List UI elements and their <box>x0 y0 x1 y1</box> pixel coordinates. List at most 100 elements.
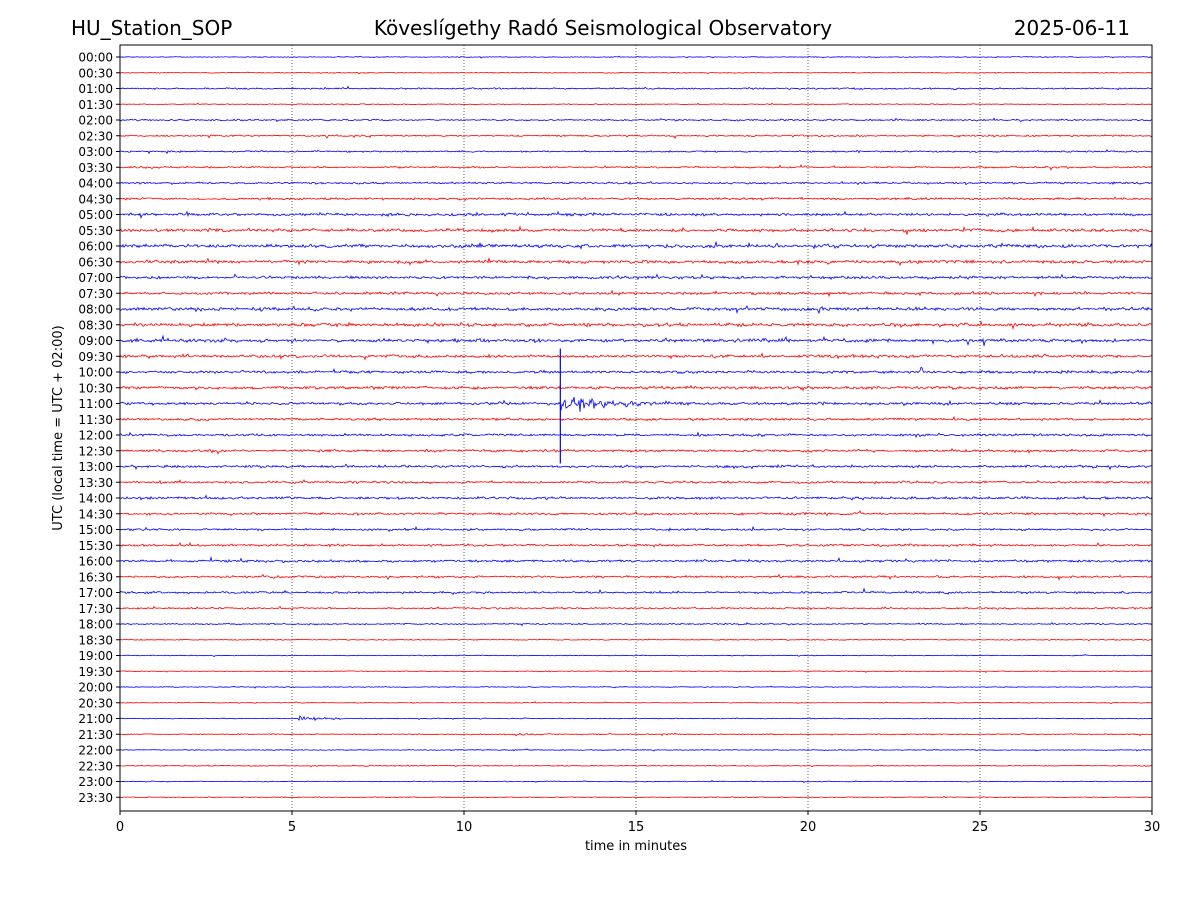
trace-0430 <box>119 196 1153 202</box>
y-tick-label: 14:00 <box>78 492 113 506</box>
trace-0630 <box>119 257 1153 267</box>
y-tick-label: 12:00 <box>78 429 113 443</box>
trace-1200 <box>119 431 1153 439</box>
trace-1630 <box>119 573 1153 581</box>
trace-0100 <box>119 85 1153 91</box>
y-tick-label: 04:00 <box>78 177 113 191</box>
trace-2030 <box>119 701 1153 705</box>
trace-0230 <box>119 133 1153 140</box>
y-tick-label: 08:30 <box>78 318 113 332</box>
y-tick-label: 06:00 <box>78 240 113 254</box>
trace-2200 <box>119 748 1153 752</box>
trace-2330 <box>119 795 1153 799</box>
y-tick-label: 18:30 <box>78 633 113 647</box>
trace-1930 <box>119 670 1153 674</box>
trace-2130 <box>119 732 1153 737</box>
y-tick-label: 02:00 <box>78 114 113 128</box>
y-tick-label: 20:00 <box>78 681 113 695</box>
y-tick-label: 17:00 <box>78 586 113 600</box>
y-tick-label: 10:30 <box>78 381 113 395</box>
trace-1030 <box>119 384 1153 392</box>
trace-1130 <box>119 416 1153 422</box>
y-tick-label: 20:30 <box>78 696 113 710</box>
x-tick-label: 0 <box>116 820 124 835</box>
trace-0400 <box>119 180 1153 186</box>
y-tick-label: 22:30 <box>78 759 113 773</box>
x-tick-label: 30 <box>1144 820 1161 835</box>
y-tick-label: 21:00 <box>78 712 113 726</box>
trace-1300 <box>119 463 1153 471</box>
x-axis-label: time in minutes <box>585 839 687 854</box>
y-tick-label: 01:30 <box>78 98 113 112</box>
trace-0200 <box>119 117 1153 123</box>
y-tick-label: 14:30 <box>78 507 113 521</box>
y-tick-label: 04:30 <box>78 192 113 206</box>
y-tick-label: 13:00 <box>78 460 113 474</box>
y-tick-label: 23:00 <box>78 775 113 789</box>
y-tick-label: 02:30 <box>78 129 113 143</box>
y-tick-label: 13:30 <box>78 476 113 490</box>
trace-0300 <box>119 149 1153 155</box>
y-tick-label: 19:00 <box>78 649 113 663</box>
x-tick-label: 5 <box>288 820 296 835</box>
x-tick-label: 15 <box>628 820 645 835</box>
x-tick-label: 25 <box>972 820 989 835</box>
y-tick-label: 23:30 <box>78 791 113 805</box>
y-tick-label: 17:30 <box>78 602 113 616</box>
trace-1900 <box>119 653 1153 658</box>
trace-1330 <box>119 479 1153 485</box>
y-tick-label: 11:30 <box>78 413 113 427</box>
y-tick-label: 12:30 <box>78 444 113 458</box>
y-tick-label: 05:30 <box>78 224 113 238</box>
trace-2100 <box>119 715 1153 722</box>
trace-1530 <box>119 541 1153 548</box>
trace-0700 <box>119 273 1153 281</box>
y-tick-label: 19:30 <box>78 665 113 679</box>
trace-2000 <box>119 685 1153 689</box>
trace-2300 <box>119 779 1153 784</box>
y-tick-label: 16:30 <box>78 570 113 584</box>
trace-0030 <box>119 71 1153 75</box>
y-tick-label: 15:00 <box>78 523 113 537</box>
y-tick-label: 00:00 <box>78 51 113 65</box>
y-tick-label: 00:30 <box>78 66 113 80</box>
y-tick-label: 07:00 <box>78 271 113 285</box>
y-tick-label: 07:30 <box>78 287 113 301</box>
trace-0930 <box>119 352 1153 361</box>
grid-lines <box>291 45 981 811</box>
trace-1500 <box>119 525 1153 533</box>
y-tick-label: 03:00 <box>78 145 113 159</box>
y-tick-label: 05:00 <box>78 208 113 222</box>
trace-1730 <box>119 605 1153 612</box>
trace-0330 <box>119 164 1153 171</box>
trace-1400 <box>119 494 1153 501</box>
y-tick-label: 11:00 <box>78 397 113 411</box>
trace-0830 <box>119 320 1153 330</box>
trace-2230 <box>119 764 1153 768</box>
trace-1000 <box>119 366 1153 375</box>
trace-0130 <box>119 102 1153 106</box>
y-tick-label: 22:00 <box>78 744 113 758</box>
y-tick-label: 15:30 <box>78 539 113 553</box>
trace-1230 <box>119 448 1153 455</box>
date-title: 2025-06-11 <box>1013 16 1130 40</box>
trace-1700 <box>119 587 1153 596</box>
y-tick-label: 10:00 <box>78 366 113 380</box>
trace-1800 <box>119 621 1153 627</box>
trace-0530 <box>119 225 1153 235</box>
y-axis-label: UTC (local time = UTC + 02:00) <box>51 325 66 530</box>
trace-0500 <box>119 210 1153 220</box>
y-tick-label: 16:00 <box>78 555 113 569</box>
x-tick-labels: 0 5 10 15 20 25 30 <box>116 811 1160 835</box>
y-tick-label: 06:30 <box>78 255 113 269</box>
trace-0730 <box>119 289 1153 298</box>
y-tick-label: 09:30 <box>78 350 113 364</box>
y-tick-label: 08:00 <box>78 303 113 317</box>
y-tick-label: 21:30 <box>78 728 113 742</box>
trace-0600 <box>119 240 1153 250</box>
trace-0800 <box>119 305 1153 315</box>
station-title: HU_Station_SOP <box>71 16 233 40</box>
x-tick-label: 10 <box>456 820 473 835</box>
